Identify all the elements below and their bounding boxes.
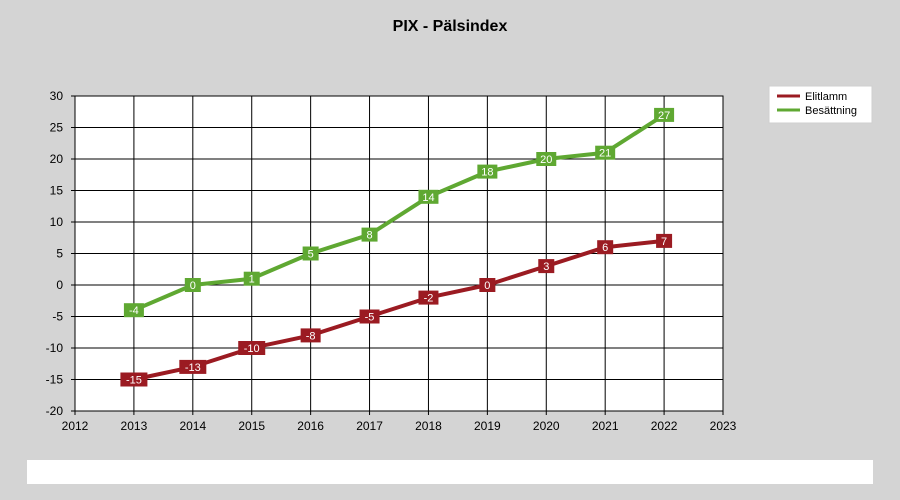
- data-label-box: [597, 240, 614, 255]
- axes: 2012 2013 2014 2015 2016 2017 2018 2019 2020 2021…: [46, 89, 737, 433]
- data-label-box: [654, 107, 675, 122]
- data-label-box: [184, 278, 201, 292]
- data-label-box: [300, 328, 321, 343]
- data-label-box: [538, 259, 555, 274]
- data-label-value: -15: [126, 375, 142, 387]
- data-label-value: -10: [244, 343, 260, 355]
- data-label: -15: [120, 372, 148, 387]
- legend: Elitlamm Besättning: [768, 85, 873, 124]
- data-label-box: [418, 189, 439, 204]
- x-tick-label: 2022: [651, 419, 678, 433]
- legend-label: Besättning: [805, 105, 857, 117]
- y-tick-label: 30: [50, 89, 64, 103]
- chart-title: PIX - Pälsindex: [393, 18, 508, 35]
- data-label-box: [536, 152, 557, 166]
- data-label-box: [477, 164, 498, 179]
- data-label-value: -4: [129, 305, 139, 317]
- data-label-value: 18: [481, 167, 493, 179]
- data-label-value: 0: [484, 280, 490, 292]
- data-label-box: [302, 246, 319, 261]
- data-label-box: [361, 227, 378, 242]
- data-label-box: [656, 233, 673, 248]
- data-label-value: -13: [185, 362, 201, 374]
- x-tick-label: 2018: [415, 419, 442, 433]
- y-tick-label: -10: [46, 341, 64, 355]
- x-tick-label: 2016: [297, 419, 324, 433]
- data-label-value: 1: [249, 274, 255, 286]
- data-label: -2: [418, 290, 439, 305]
- data-label-box: [120, 372, 148, 387]
- data-label: 3: [538, 259, 555, 274]
- data-label-value: 3: [543, 261, 549, 273]
- data-label-box: [359, 309, 380, 324]
- data-label-value: 21: [599, 148, 611, 160]
- x-tick-label: 2017: [356, 419, 383, 433]
- data-label-box: [123, 303, 144, 318]
- data-label-value: 5: [308, 249, 314, 261]
- data-label: 0: [479, 278, 496, 292]
- data-label: 21: [595, 145, 616, 160]
- data-label-box: [595, 145, 616, 160]
- x-tick-label: 2020: [533, 419, 560, 433]
- data-labels: -15 -13 -10 -8 -5 -2 0 3 6 7 -4 0 1 5 8 14 18 20 21 27: [120, 107, 675, 387]
- data-label: 7: [656, 233, 673, 248]
- data-label-box: [243, 271, 260, 286]
- data-label: 1: [243, 271, 260, 286]
- x-tick-label: 2015: [238, 419, 265, 433]
- y-tick-label: -20: [46, 404, 64, 418]
- data-label: -5: [359, 309, 380, 324]
- bottom-panel: [27, 460, 873, 484]
- data-label: -4: [123, 303, 144, 318]
- series-line-1: [131, 238, 667, 382]
- data-label: -13: [179, 359, 207, 374]
- x-tick-label: 2019: [474, 419, 501, 433]
- data-label: -8: [300, 328, 321, 343]
- x-tick-label: 2014: [179, 419, 206, 433]
- data-label: 14: [418, 189, 439, 204]
- legend-label: Elitlamm: [805, 91, 847, 103]
- data-label-box: [418, 290, 439, 305]
- data-label-box: [479, 278, 496, 292]
- y-tick-label: 10: [50, 215, 64, 229]
- x-tick-label: 2012: [62, 419, 89, 433]
- y-tick-label: -15: [46, 373, 64, 387]
- data-label-value: 27: [658, 110, 670, 122]
- legend-box: [768, 85, 873, 124]
- series-lines: [131, 112, 667, 382]
- y-tick-label: 0: [56, 278, 63, 292]
- data-label-box: [238, 341, 266, 355]
- data-label-value: -5: [365, 312, 375, 324]
- data-label-value: 7: [661, 236, 667, 248]
- x-tick-label: 2023: [710, 419, 737, 433]
- data-label-value: 0: [190, 280, 196, 292]
- data-label: 20: [536, 152, 557, 166]
- data-label-value: 14: [422, 192, 434, 204]
- data-label-value: -2: [424, 293, 434, 305]
- data-label: -10: [238, 341, 266, 355]
- data-label: 8: [361, 227, 378, 242]
- data-label-value: 6: [602, 242, 608, 254]
- series-line-2: [131, 112, 667, 313]
- data-label: 18: [477, 164, 498, 179]
- y-tick-label: 15: [50, 184, 64, 198]
- y-tick-label: 5: [56, 247, 63, 261]
- x-tick-label: 2021: [592, 419, 619, 433]
- data-label-value: 20: [540, 154, 552, 166]
- data-label-box: [179, 359, 207, 374]
- y-tick-label: -5: [52, 310, 63, 324]
- x-tick-label: 2013: [121, 419, 148, 433]
- data-label-value: -8: [306, 330, 316, 342]
- data-label: 27: [654, 107, 675, 122]
- data-label-value: 8: [366, 230, 372, 242]
- data-label: 5: [302, 246, 319, 261]
- data-label: 0: [184, 278, 201, 292]
- data-label: 6: [597, 240, 614, 255]
- y-tick-label: 20: [50, 152, 64, 166]
- y-tick-label: 25: [50, 121, 64, 135]
